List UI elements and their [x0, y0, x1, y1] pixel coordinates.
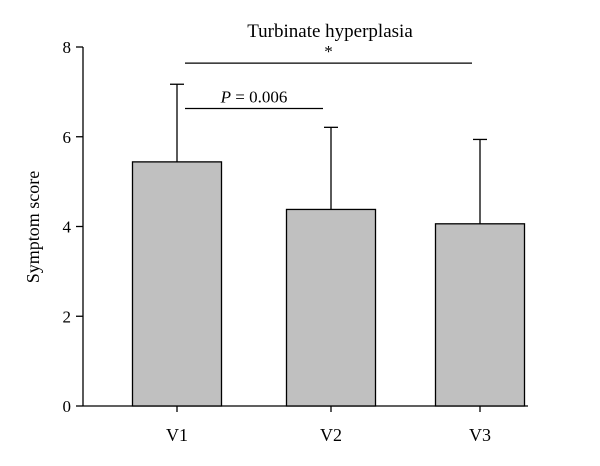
plot-area: 0 2 4 6 8 V1 V2 V3 * P = 0.006: [63, 38, 528, 445]
x-category-label: V3: [469, 425, 491, 445]
y-tick-label: 0: [63, 397, 72, 416]
bar-v1: [131, 161, 223, 407]
y-tick-label: 8: [63, 38, 72, 57]
significance-label: P = 0.006: [220, 87, 288, 106]
bar-v2: [285, 208, 377, 407]
y-tick-label: 4: [63, 218, 72, 237]
x-category-label: V1: [166, 425, 188, 445]
y-tick-label: 6: [63, 128, 72, 147]
y-tick-label: 2: [63, 307, 72, 326]
chart-title: Turbinate hyperplasia: [247, 21, 413, 42]
x-category-label: V2: [320, 425, 342, 445]
bar-v3: [434, 223, 526, 407]
y-axis-label: Symptom score: [23, 171, 43, 284]
significance-label: *: [324, 42, 333, 61]
